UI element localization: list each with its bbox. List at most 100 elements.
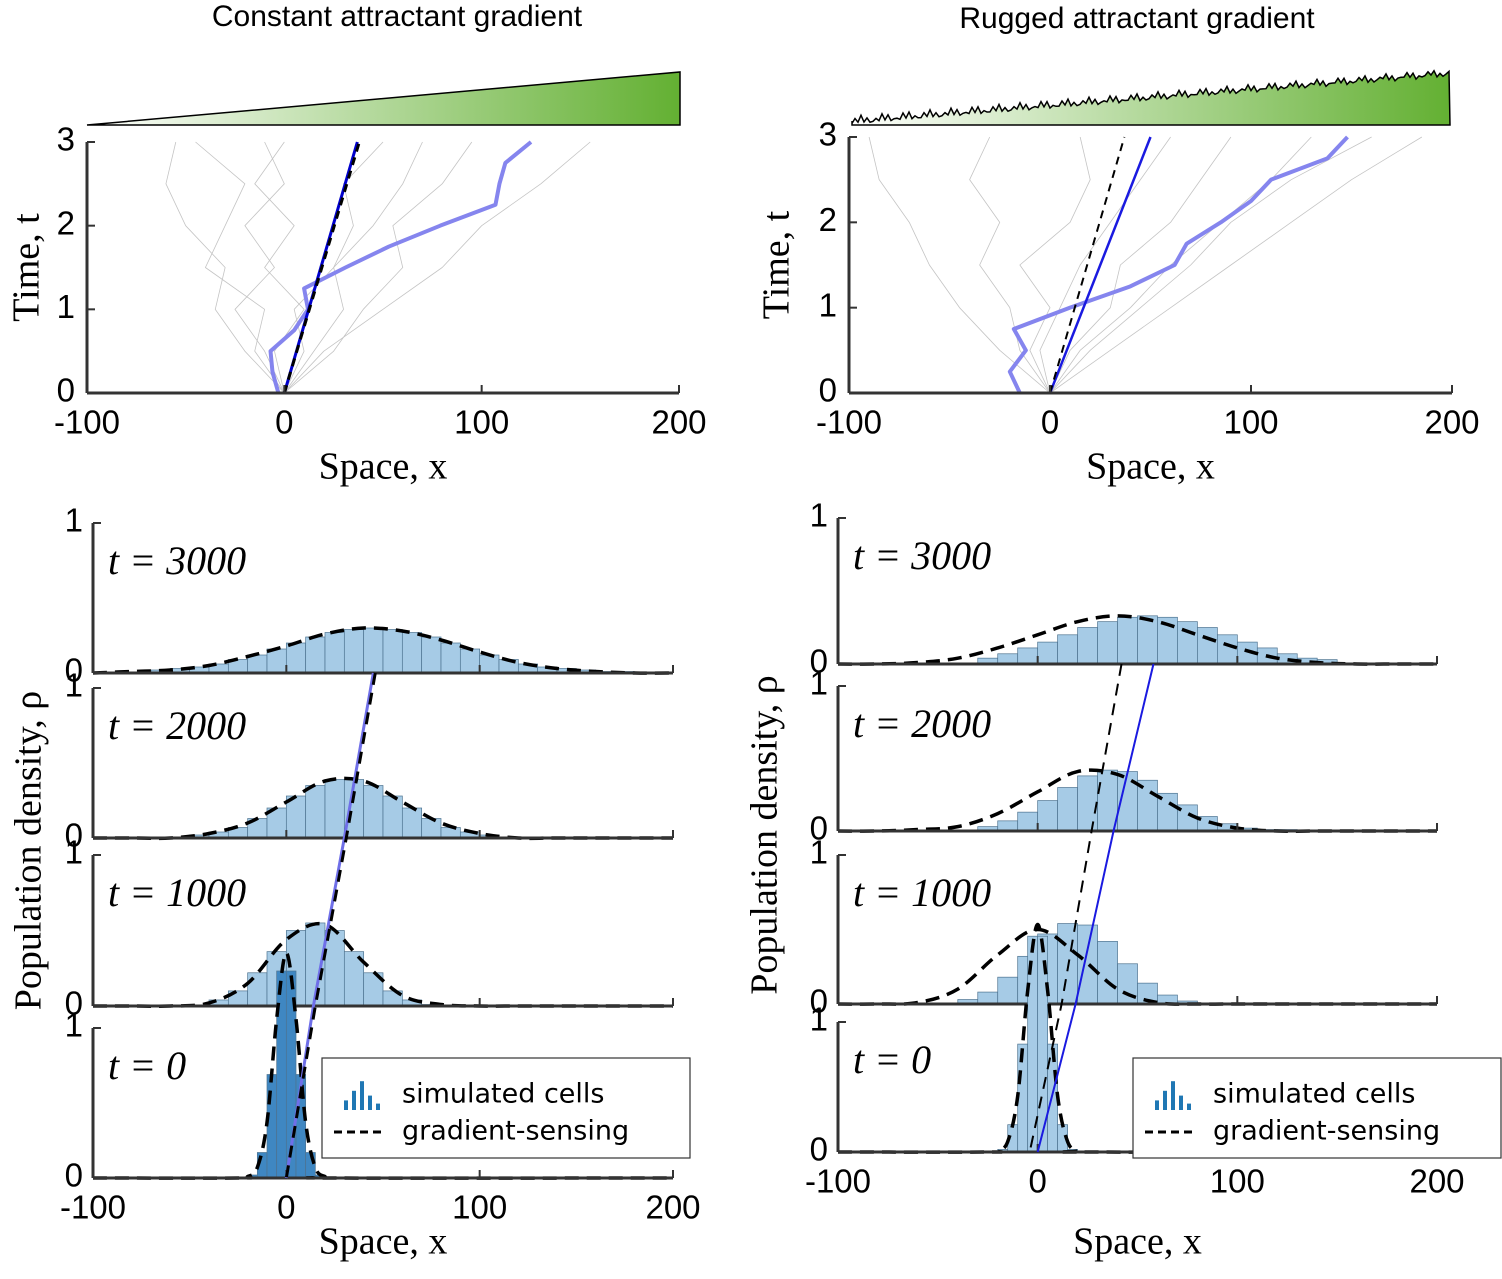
histogram-bar xyxy=(285,642,307,674)
panel-label: t = 2000 xyxy=(853,701,991,746)
y-tick-label: 1 xyxy=(65,667,83,704)
drift-line xyxy=(1036,663,1155,1153)
trajectory xyxy=(1049,136,1372,394)
y-tick-label: 1 xyxy=(810,1001,828,1038)
x-tick-label: -100 xyxy=(60,1189,126,1226)
trajectory xyxy=(868,136,1051,394)
density-curve xyxy=(92,626,674,675)
histogram-bar xyxy=(1217,634,1238,665)
histogram-bar xyxy=(997,976,1019,1005)
histogram-bar xyxy=(382,795,403,839)
legend-label: simulated cells xyxy=(1213,1079,1415,1110)
histogram-bar xyxy=(1057,634,1078,665)
histogram-bar xyxy=(324,779,345,839)
histogram-bar xyxy=(997,820,1019,832)
density-curve xyxy=(837,768,1438,833)
histogram-bar xyxy=(343,629,365,674)
x-tick-label: 200 xyxy=(1409,1163,1464,1200)
x-axis-label: Space, x xyxy=(319,446,448,488)
histogram-bar xyxy=(363,785,384,839)
panel-label: t = 1000 xyxy=(108,870,246,915)
y-tick-label: 3 xyxy=(57,121,75,158)
panel-label: t = 1000 xyxy=(853,870,991,915)
y-tick-label: 2 xyxy=(57,204,75,241)
histogram-bar xyxy=(1097,941,1118,1005)
legend-icon xyxy=(360,1081,364,1110)
y-tick-label: 0 xyxy=(810,1131,828,1168)
histogram-bar xyxy=(440,827,461,839)
x-tick-label: 100 xyxy=(1223,404,1278,441)
y-tick-label: 3 xyxy=(819,116,837,153)
histogram-bar xyxy=(479,654,500,674)
x-tick-label: 200 xyxy=(651,404,706,441)
x-tick-label: 0 xyxy=(1028,1163,1046,1200)
legend-icon xyxy=(1163,1090,1167,1110)
y-axis-label: Population density, ρ xyxy=(744,675,786,994)
histogram-bar xyxy=(1057,787,1078,832)
x-axis-label: Space, x xyxy=(319,1221,448,1263)
histogram-bar xyxy=(421,818,442,839)
y-axis-label: Time, t xyxy=(6,213,48,322)
panel-label: t = 3000 xyxy=(853,533,991,578)
histogram-bar xyxy=(247,654,268,674)
trajectory xyxy=(1049,136,1423,394)
trajectory xyxy=(1049,136,1232,394)
panel-label: t = 2000 xyxy=(108,703,246,748)
y-tick-label: 0 xyxy=(810,983,828,1020)
legend-icon xyxy=(368,1095,372,1110)
histogram-bar xyxy=(1077,924,1098,1005)
histogram-bar xyxy=(324,930,345,1007)
density-curve xyxy=(837,927,1437,1006)
x-tick-label: 0 xyxy=(277,1189,295,1226)
y-tick-label: 0 xyxy=(810,810,828,847)
x-tick-label: -100 xyxy=(805,1163,871,1200)
y-tick-label: 0 xyxy=(57,372,75,409)
trajectory xyxy=(1039,136,1171,394)
trajectory xyxy=(165,141,285,394)
y-tick-label: 0 xyxy=(65,1157,83,1194)
legend-icon xyxy=(344,1100,348,1110)
trajectory xyxy=(1019,136,1091,394)
x-axis-label: Space, x xyxy=(1086,446,1215,488)
legend-label: gradient-sensing xyxy=(1213,1116,1440,1147)
y-axis-label: Population density, ρ xyxy=(8,691,50,1010)
histogram-bar xyxy=(382,629,403,674)
histogram-bar xyxy=(305,785,326,839)
y-tick-label: 0 xyxy=(65,985,83,1022)
legend-label: gradient-sensing xyxy=(402,1116,629,1147)
x-tick-label: -100 xyxy=(54,404,120,441)
histogram-bar xyxy=(401,632,423,674)
y-tick-label: 1 xyxy=(65,1007,83,1044)
y-tick-label: 1 xyxy=(810,497,828,534)
histogram-bar xyxy=(1117,616,1138,665)
trajectory xyxy=(1007,135,1349,394)
chart-title: Constant attractant gradient xyxy=(212,0,583,33)
histogram-bar xyxy=(440,642,461,674)
x-axis-label: Space, x xyxy=(1073,1221,1202,1263)
histogram-bar xyxy=(247,972,268,1007)
legend-label: simulated cells xyxy=(402,1079,604,1110)
y-tick-label: 1 xyxy=(65,834,83,871)
legend-icon xyxy=(1187,1103,1191,1110)
histogram-bar xyxy=(324,632,345,674)
histogram-bar xyxy=(1077,627,1098,665)
x-tick-label: -100 xyxy=(816,404,882,441)
histogram-bar xyxy=(305,636,326,674)
histogram-bar xyxy=(1137,615,1158,665)
y-tick-label: 0 xyxy=(819,372,837,409)
histogram-bar xyxy=(1077,775,1098,832)
histogram-bar xyxy=(1037,800,1058,832)
drift-line xyxy=(284,672,377,1179)
legend-box xyxy=(321,1057,691,1159)
chart-title: Rugged attractant gradient xyxy=(959,2,1315,35)
y-tick-label: 2 xyxy=(819,201,837,238)
y-tick-label: 1 xyxy=(810,834,828,871)
trajectory xyxy=(254,141,305,394)
rugged-gradient-edge xyxy=(851,69,1451,126)
trajectory xyxy=(284,141,591,394)
x-tick-label: 0 xyxy=(275,404,293,441)
y-tick-label: 1 xyxy=(65,502,83,539)
histogram-bar xyxy=(1017,647,1039,665)
